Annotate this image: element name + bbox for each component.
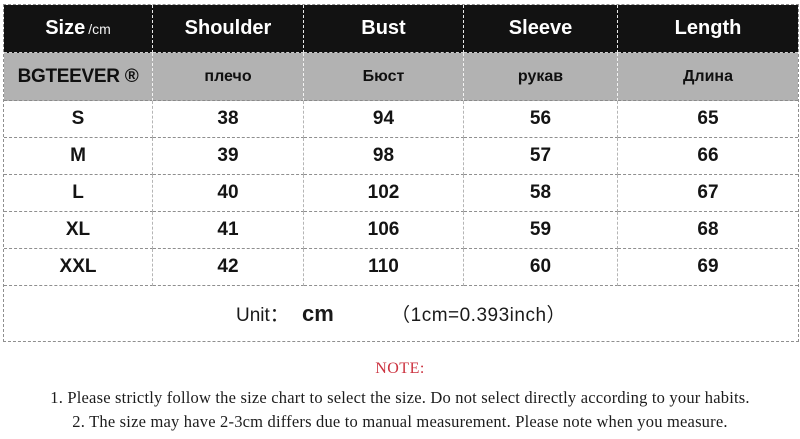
sleeve-cell: 57	[464, 138, 618, 175]
size-label: Size	[45, 17, 86, 39]
sleeve-cell: 58	[464, 175, 618, 212]
table-row-s: S 38 94 56 65	[4, 101, 798, 138]
length-cell: 69	[618, 249, 798, 286]
size-cell: L	[4, 175, 153, 212]
shoulder-cell: 40	[153, 175, 304, 212]
table-row-m: M 39 98 57 66	[4, 138, 798, 175]
table-row-l: L 40 102 58 67	[4, 175, 798, 212]
table-row-xl: XL 41 106 59 68	[4, 212, 798, 249]
note-title: NOTE:	[375, 360, 425, 377]
size-cell: XXL	[4, 249, 153, 286]
bust-cell: 110	[304, 249, 464, 286]
bust-cell: 94	[304, 101, 464, 138]
bust-cell: 98	[304, 138, 464, 175]
column-header-size: Size/cm	[4, 5, 153, 53]
size-cell: M	[4, 138, 153, 175]
unit-label: Unit：	[235, 305, 289, 326]
column-header-bust: Bust	[304, 5, 464, 53]
bust-cell: 106	[304, 212, 464, 249]
note-line-2: 2. The size may have 2-3cm differs due t…	[72, 412, 728, 431]
column-header-shoulder: Shoulder	[153, 5, 304, 53]
unit-row: Unit： cm （1cm=0.393inch）	[4, 286, 798, 341]
size-chart-table: Size/cm Shoulder Bust Sleeve Length BGTE…	[3, 4, 799, 342]
length-cell: 68	[618, 212, 798, 249]
size-unit-suffix: /cm	[88, 21, 111, 37]
subheader-shoulder-ru: плечо	[153, 53, 304, 101]
shoulder-cell: 42	[153, 249, 304, 286]
note-section: NOTE: 1. Please strictly follow the size…	[0, 360, 800, 434]
size-cell: S	[4, 101, 153, 138]
unit-value: cm	[302, 301, 334, 326]
note-line-1: 1. Please strictly follow the size chart…	[50, 388, 750, 407]
column-header-length: Length	[618, 5, 798, 53]
sleeve-cell: 59	[464, 212, 618, 249]
subheader-length-ru: Длина	[618, 53, 798, 101]
shoulder-cell: 38	[153, 101, 304, 138]
shoulder-cell: 41	[153, 212, 304, 249]
bust-cell: 102	[304, 175, 464, 212]
subheader-row: BGTEEVER ® плечо Бюст рукав Длина	[4, 53, 798, 101]
subheader-bust-ru: Бюст	[304, 53, 464, 101]
unit-conversion: （1cm=0.393inch）	[391, 305, 567, 326]
unit-cell: Unit： cm （1cm=0.393inch）	[4, 286, 798, 341]
brand-label: BGTEEVER ®	[4, 53, 153, 101]
length-cell: 66	[618, 138, 798, 175]
subheader-sleeve-ru: рукав	[464, 53, 618, 101]
length-cell: 67	[618, 175, 798, 212]
size-cell: XL	[4, 212, 153, 249]
length-cell: 65	[618, 101, 798, 138]
shoulder-cell: 39	[153, 138, 304, 175]
column-header-sleeve: Sleeve	[464, 5, 618, 53]
table-row-xxl: XXL 42 110 60 69	[4, 249, 798, 286]
sleeve-cell: 60	[464, 249, 618, 286]
header-row: Size/cm Shoulder Bust Sleeve Length	[4, 5, 798, 53]
sleeve-cell: 56	[464, 101, 618, 138]
